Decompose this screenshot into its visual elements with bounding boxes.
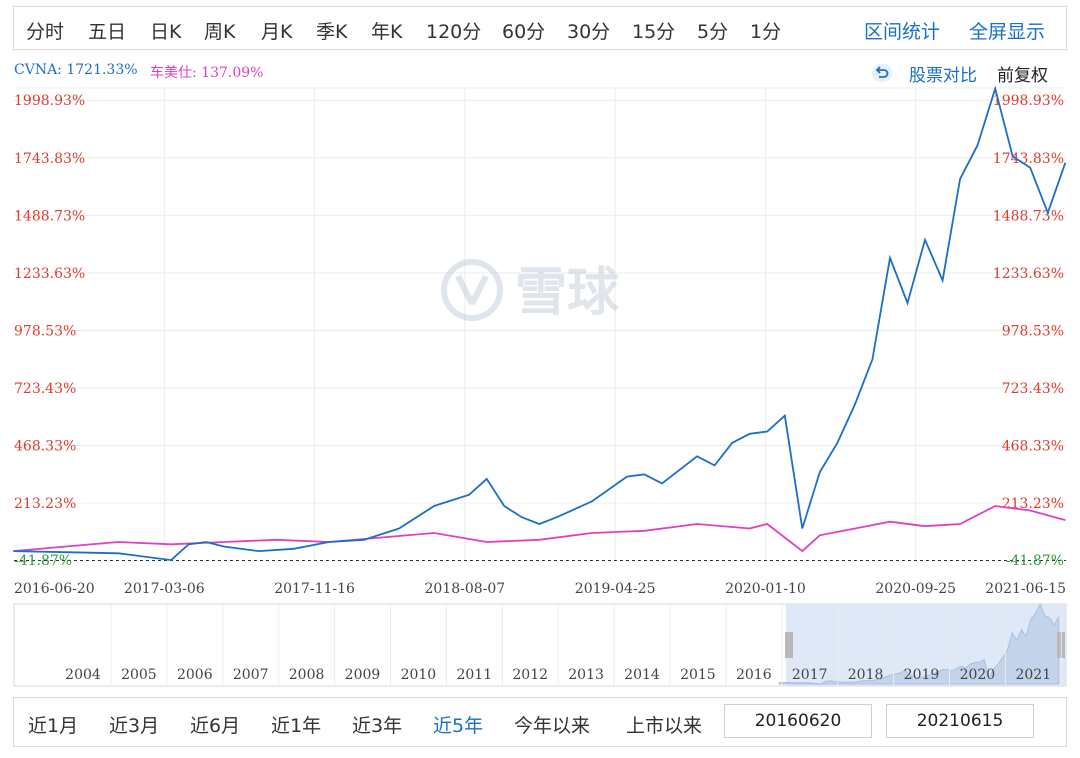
y-tick-label-right: 468.33%	[1002, 438, 1064, 454]
period-tab-60min[interactable]: 60分	[502, 21, 546, 43]
x-tick-label: 2019-04-25	[575, 581, 656, 597]
navigator-year-label: 2006	[177, 667, 213, 683]
y-tick-label-left: 978.53%	[14, 323, 76, 339]
navigator-year-label: 2018	[848, 667, 884, 683]
x-tick-label: 2018-08-07	[424, 581, 505, 597]
y-tick-label-left: 1488.73%	[14, 208, 85, 224]
navigator-year-label: 2011	[456, 667, 492, 683]
navigator-year-label: 2016	[736, 667, 772, 683]
y-tick-label-left: 213.23%	[14, 496, 76, 512]
navigator-year-label: 2004	[65, 667, 101, 683]
y-tick-label-right: 723.43%	[1002, 381, 1064, 397]
navigator-year-label: 2007	[233, 667, 269, 683]
y-tick-label-right: 1743.83%	[993, 151, 1064, 167]
baseline-label-left: -41.87%	[14, 553, 72, 569]
period-tab-15min[interactable]: 15分	[632, 21, 676, 43]
navigator-area	[778, 602, 1060, 685]
undo-icon[interactable]	[872, 64, 892, 82]
period-tab-5day[interactable]: 五日	[88, 21, 127, 43]
fullscreen-button[interactable]: 全屏显示	[969, 21, 1046, 43]
snowball-logo-icon	[441, 259, 503, 321]
navigator-year-label: 2005	[121, 667, 157, 683]
navigator-year-label: 2013	[568, 667, 604, 683]
navigator-year-label: 2012	[512, 667, 548, 683]
range-ytd[interactable]: 今年以来	[514, 715, 591, 737]
navigator-year-label: 2008	[289, 667, 325, 683]
x-tick-label: 2017-03-06	[124, 581, 205, 597]
baseline-label-right: -41.87%	[1006, 553, 1064, 569]
navigator-year-label: 2020	[960, 667, 996, 683]
period-toolbar: 分时 五日 日K 周K 月K 季K 年K 120分 60分 30分 15分 5分…	[13, 6, 1067, 50]
y-tick-label-right: 1998.93%	[993, 93, 1064, 109]
range-3y[interactable]: 近3年	[352, 715, 403, 737]
x-tick-label: 2016-06-20	[14, 581, 95, 597]
range-toolbar: 近1月 近3月 近6月 近1年 近3年 近5年 今年以来 上市以来	[13, 697, 1067, 747]
period-tab-120min[interactable]: 120分	[426, 21, 482, 43]
navigator-year-label: 2010	[401, 667, 437, 683]
navigator-year-label: 2021	[1015, 667, 1051, 683]
period-tab-weekly-k[interactable]: 周K	[204, 21, 236, 43]
period-tab-monthly-k[interactable]: 月K	[261, 21, 293, 43]
x-tick-label: 2017-11-16	[274, 581, 355, 597]
range-6m[interactable]: 近6月	[190, 715, 241, 737]
y-tick-label-left: 468.33%	[14, 438, 76, 454]
range-since-listing[interactable]: 上市以来	[626, 715, 703, 737]
range-1m[interactable]: 近1月	[28, 715, 79, 737]
y-tick-label-left: 723.43%	[14, 381, 76, 397]
navigator-year-label: 2015	[680, 667, 716, 683]
navigator-year-label: 2019	[904, 667, 940, 683]
x-tick-label: 2020-01-10	[725, 581, 806, 597]
period-tab-quarterly-k[interactable]: 季K	[316, 21, 348, 43]
end-date-input[interactable]	[886, 704, 1034, 738]
x-tick-label: 2021-06-15	[985, 581, 1066, 597]
watermark-text: 雪球	[515, 263, 620, 323]
y-tick-label-right: 1488.73%	[993, 208, 1064, 224]
range-1y[interactable]: 近1年	[271, 715, 322, 737]
y-tick-label-right: 978.53%	[1002, 323, 1064, 339]
navigator-left-handle[interactable]	[785, 632, 793, 658]
watermark: 雪球	[441, 259, 620, 323]
start-date-input[interactable]	[724, 704, 872, 738]
navigator-year-label: 2014	[624, 667, 660, 683]
period-tab-fenshi[interactable]: 分时	[26, 21, 65, 43]
stock-compare-button[interactable]: 股票对比	[909, 66, 977, 86]
period-tab-5min[interactable]: 5分	[697, 21, 729, 43]
series-line-cvna	[13, 85, 1067, 562]
period-tab-daily-k[interactable]: 日K	[150, 21, 182, 43]
series-line-cmx	[13, 505, 1066, 553]
navigator-year-label: 2009	[345, 667, 381, 683]
legend-cvna: CVNA: 1721.33%	[14, 62, 138, 78]
range-3m[interactable]: 近3月	[109, 715, 160, 737]
time-navigator[interactable]: 2004 2005 2006 2007 2008 2009 2010 2011 2012 2013…	[0, 600, 1080, 690]
main-chart[interactable]: 雪球 1998.93% 1743.83% 1488.73% 1233.63% 978.5…	[0, 0, 1080, 600]
y-tick-label-left: 1233.63%	[14, 266, 85, 282]
y-tick-label-right: 213.23%	[1002, 496, 1064, 512]
period-tab-yearly-k[interactable]: 年K	[371, 21, 403, 43]
period-tab-30min[interactable]: 30分	[567, 21, 611, 43]
range-stats-button[interactable]: 区间统计	[864, 21, 941, 43]
y-tick-label-left: 1743.83%	[14, 151, 85, 167]
y-tick-label-right: 1233.63%	[993, 266, 1064, 282]
period-tab-1min[interactable]: 1分	[750, 21, 782, 43]
y-tick-label-left: 1998.93%	[14, 93, 85, 109]
range-5y[interactable]: 近5年	[433, 715, 484, 737]
x-tick-label: 2020-09-25	[875, 581, 956, 597]
legend-cmx: 车美仕: 137.09%	[150, 65, 264, 81]
adjust-mode-button[interactable]: 前复权	[997, 66, 1048, 86]
navigator-year-label: 2017	[792, 667, 828, 683]
